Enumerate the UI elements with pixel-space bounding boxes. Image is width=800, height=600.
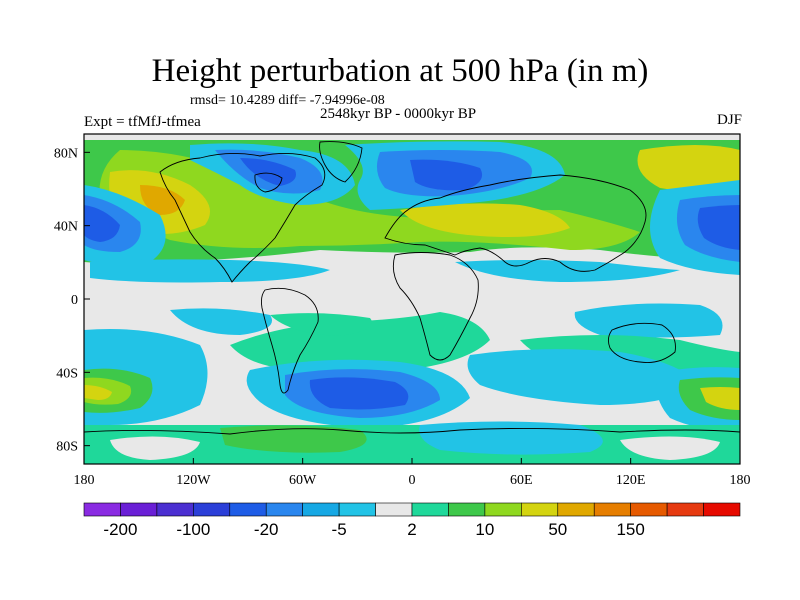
contour-region	[110, 436, 200, 460]
colorbar-swatch	[193, 502, 231, 517]
colorbar-swatch	[265, 502, 303, 517]
x-tick-label: 120E	[616, 473, 646, 488]
contour-region	[309, 377, 409, 410]
contour-region	[170, 308, 272, 335]
coastline-hudson-bay	[254, 172, 283, 193]
colorbar-swatch	[557, 502, 595, 517]
colorbar-swatch	[666, 502, 704, 517]
colorbar-swatch	[83, 502, 121, 517]
colorbar-label: 150	[616, 520, 644, 539]
colorbar-swatch	[703, 502, 741, 517]
period-label: 2548kyr BP - 0000kyr BP	[320, 106, 477, 122]
coastline-south-america	[260, 287, 319, 394]
colorbar-label: -5	[332, 520, 347, 539]
contour-region	[84, 385, 112, 400]
contour-field	[84, 134, 740, 464]
colorbar-label: 50	[548, 520, 567, 539]
colorbar-swatch	[411, 502, 449, 517]
coastline-africa	[392, 252, 479, 361]
y-tick-label: 80N	[54, 146, 78, 161]
colorbar-swatch	[302, 502, 340, 517]
x-axis: 180 120W 60W 0 60E 120E 180	[74, 458, 751, 488]
colorbar-swatch	[484, 502, 522, 517]
contour-region	[419, 421, 603, 455]
x-tick-label: 180	[730, 473, 751, 488]
experiment-label: Expt = tfMfJ-tfmea	[84, 114, 201, 130]
coastline-north-america	[159, 153, 326, 283]
colorbar-swatch	[229, 502, 267, 517]
x-tick-label: 120W	[176, 473, 211, 488]
colorbar-swatch	[521, 502, 559, 517]
stats-line: rmsd= 10.4289 diff= -7.94996e-08	[190, 93, 385, 108]
y-tick-label: 80S	[56, 440, 78, 455]
colorbar	[83, 502, 741, 517]
contour-region	[90, 259, 330, 283]
colorbar-label: -20	[254, 520, 279, 539]
x-tick-label: 0	[409, 473, 416, 488]
colorbar-swatch	[338, 502, 376, 517]
colorbar-swatch	[120, 502, 158, 517]
colorbar-label: 10	[475, 520, 494, 539]
contour-region	[697, 205, 740, 250]
y-tick-label: 40N	[54, 220, 78, 235]
season-label: DJF	[716, 112, 742, 128]
coastline-greenland	[319, 141, 363, 183]
contour-region	[84, 205, 120, 242]
colorbar-swatch	[156, 502, 194, 517]
contour-region	[410, 159, 483, 191]
contour-region	[700, 387, 740, 410]
colorbar-swatch	[593, 502, 631, 517]
x-tick-label: 60E	[510, 473, 533, 488]
contour-region	[140, 185, 185, 215]
coastline-australia	[607, 322, 676, 363]
x-tick-label: 60W	[289, 473, 317, 488]
contour-region	[220, 425, 367, 453]
x-tick-label: 180	[74, 473, 95, 488]
contour-region	[637, 145, 740, 193]
coastline-antarctica	[84, 427, 740, 435]
colorbar-labels: -200 -100 -20 -5 2 10 50 150	[103, 520, 644, 539]
contour-region	[400, 203, 570, 237]
contour-region	[230, 312, 490, 371]
coastlines	[84, 141, 740, 435]
y-tick-label: 0	[71, 293, 78, 308]
colorbar-label: -100	[176, 520, 210, 539]
colorbar-swatch	[448, 502, 486, 517]
colorbar-label: -200	[103, 520, 137, 539]
colorbar-label: 2	[407, 520, 416, 539]
coastline-eurasia	[384, 174, 647, 272]
contour-region	[620, 436, 720, 460]
contour-region	[270, 313, 372, 336]
colorbar-swatch	[630, 502, 668, 517]
y-tick-label: 40S	[56, 366, 78, 381]
contour-region	[467, 349, 700, 405]
colorbar-swatch	[375, 502, 413, 517]
y-axis: 80N 40N 0 40S 80S	[54, 146, 90, 455]
contour-region	[574, 303, 723, 338]
map-title: Height perturbation at 500 hPa (in m)	[151, 53, 649, 89]
